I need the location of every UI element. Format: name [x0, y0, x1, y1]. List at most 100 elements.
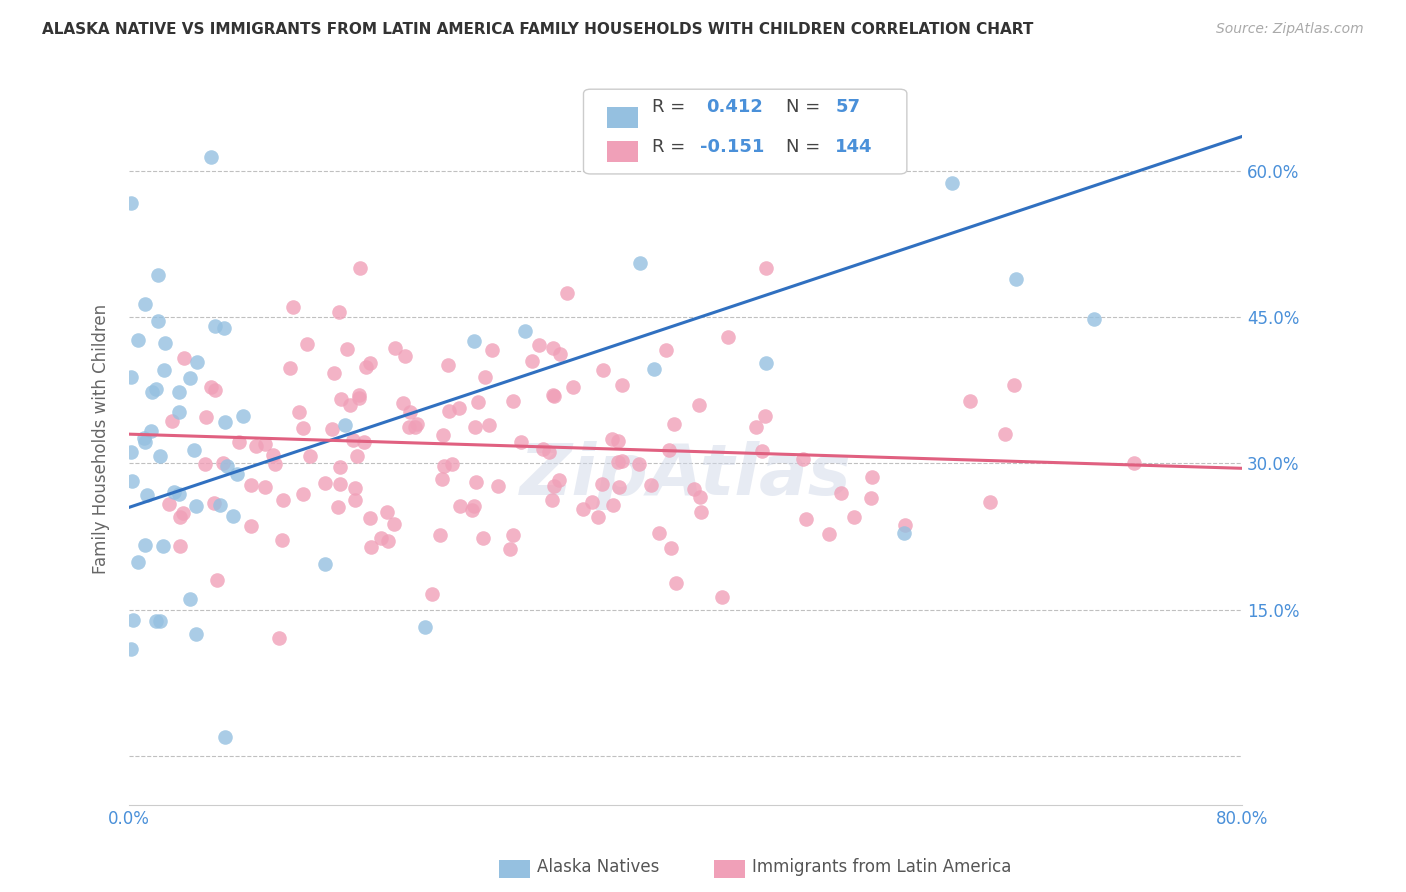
Point — [329, 476, 352, 491]
Point — [860, 491, 883, 505]
Point — [643, 362, 665, 376]
Text: R =: R = — [652, 137, 686, 156]
Point — [592, 363, 614, 377]
Point — [432, 428, 454, 442]
Point — [200, 150, 222, 164]
Point — [359, 511, 381, 525]
Point — [232, 409, 254, 423]
Point — [120, 370, 142, 384]
Point — [398, 419, 420, 434]
Point — [240, 519, 263, 533]
Point — [541, 387, 564, 401]
Point — [342, 433, 364, 447]
Point — [134, 538, 156, 552]
Point — [467, 395, 489, 409]
Point — [717, 330, 740, 344]
Point — [688, 398, 710, 412]
Point — [486, 478, 509, 492]
Point — [531, 442, 554, 456]
Point — [153, 336, 176, 351]
Point — [655, 343, 678, 357]
Point — [384, 516, 406, 531]
Point — [314, 557, 336, 571]
Point — [745, 420, 768, 434]
Point — [209, 498, 232, 512]
Point — [186, 627, 208, 641]
Point — [160, 414, 183, 428]
Point — [562, 380, 585, 394]
Point — [377, 505, 399, 519]
Point — [502, 527, 524, 541]
Point — [343, 493, 366, 508]
Point — [441, 457, 464, 471]
Point — [163, 485, 186, 500]
Point — [510, 435, 533, 450]
Point — [179, 592, 201, 607]
Point — [755, 261, 778, 276]
Point — [430, 472, 453, 486]
Point — [167, 385, 190, 400]
Point — [326, 500, 349, 515]
Point — [141, 385, 163, 400]
Point — [344, 482, 367, 496]
Point — [994, 427, 1017, 442]
Point — [278, 361, 301, 376]
Point — [959, 394, 981, 409]
Point — [149, 449, 172, 463]
Y-axis label: Family Households with Children: Family Households with Children — [93, 304, 110, 574]
Text: ZipAtlas: ZipAtlas — [520, 442, 852, 510]
Point — [134, 434, 156, 449]
Point — [121, 475, 143, 489]
Point — [860, 470, 883, 484]
Point — [979, 495, 1001, 509]
Point — [794, 512, 817, 526]
Point — [640, 477, 662, 491]
Point — [183, 442, 205, 457]
Point — [245, 439, 267, 453]
Point — [433, 458, 456, 473]
Point — [437, 404, 460, 418]
Point — [384, 341, 406, 355]
Point — [502, 393, 524, 408]
Point — [449, 500, 471, 514]
Point — [271, 492, 294, 507]
Point — [356, 359, 378, 374]
Point — [212, 321, 235, 335]
Point — [1002, 377, 1025, 392]
Text: -0.151: -0.151 — [700, 137, 765, 156]
Point — [586, 509, 609, 524]
Point — [134, 297, 156, 311]
Point — [152, 539, 174, 553]
Point — [215, 458, 238, 473]
Point — [527, 338, 550, 352]
Point — [207, 573, 229, 587]
Point — [464, 420, 486, 434]
Point — [262, 448, 284, 462]
Point — [541, 492, 564, 507]
Point — [339, 398, 361, 412]
Point — [200, 380, 222, 394]
Point — [321, 422, 343, 436]
Point — [683, 482, 706, 496]
Text: 57: 57 — [835, 98, 860, 116]
Point — [169, 539, 191, 553]
Point — [370, 532, 392, 546]
Point — [120, 445, 142, 459]
Point — [253, 480, 276, 494]
Point — [658, 443, 681, 458]
Point — [336, 342, 359, 356]
Point — [463, 499, 485, 513]
Point — [141, 424, 163, 438]
Point — [1005, 272, 1028, 286]
Point — [607, 480, 630, 494]
Point — [149, 615, 172, 629]
Point — [214, 415, 236, 429]
Text: N =: N = — [786, 98, 820, 116]
Point — [478, 418, 501, 433]
Point — [269, 632, 291, 646]
Text: R =: R = — [652, 98, 686, 116]
Point — [360, 540, 382, 554]
Text: 144: 144 — [835, 137, 873, 156]
Point — [647, 525, 669, 540]
Point — [222, 508, 245, 523]
